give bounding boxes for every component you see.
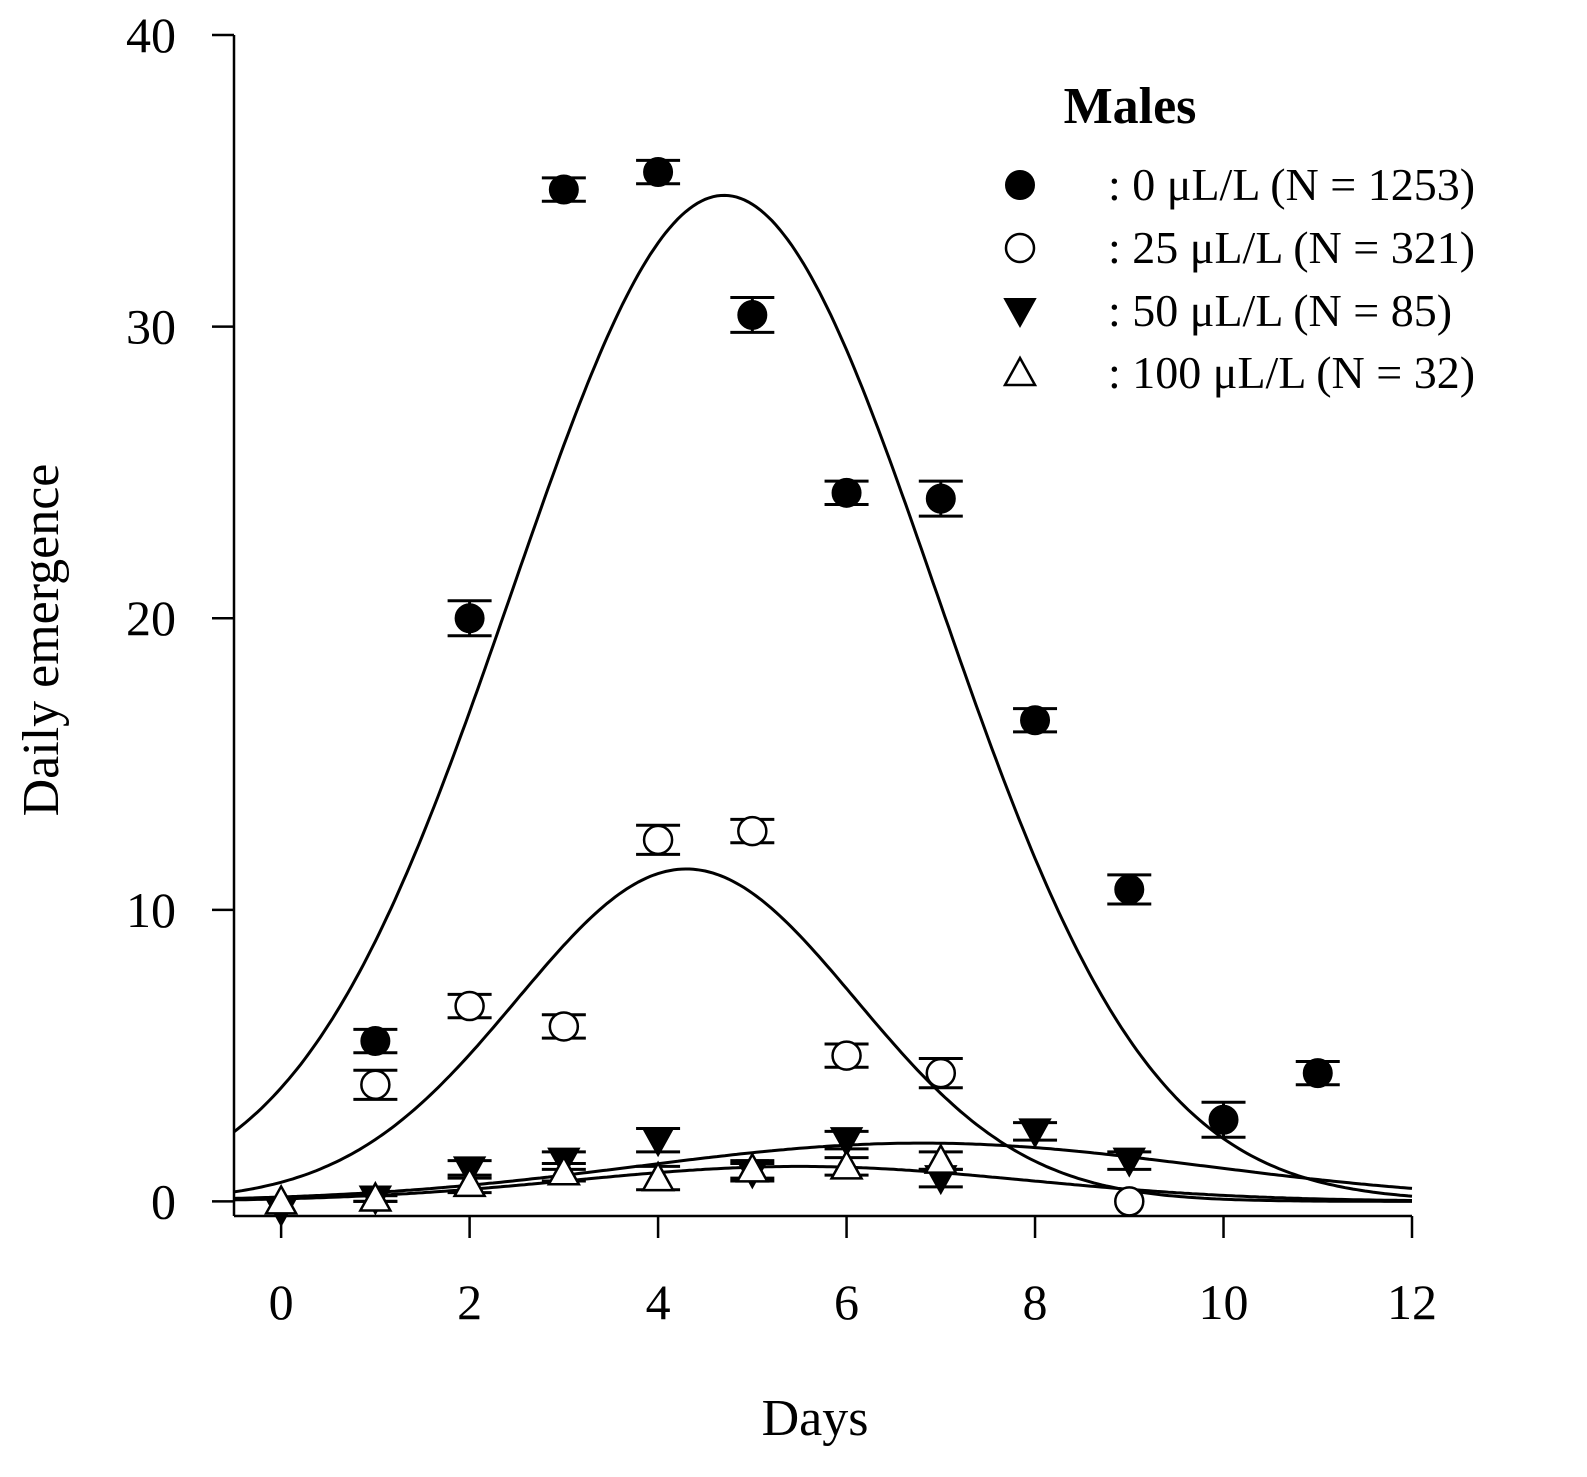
legend-title: Males: [1064, 78, 1197, 135]
x-axis-title: Days: [762, 1390, 869, 1447]
x-tick-label: 10: [1199, 1274, 1249, 1330]
data-point: [1208, 1104, 1239, 1135]
legend: Males : 0 μL/L (N = 1253) : 25 μL/L (N =…: [1002, 78, 1475, 398]
data-point: [548, 174, 579, 205]
y-tick-label: 10: [126, 882, 176, 938]
axes: 0 10 20 30 40 0 2 4 6 8 10 12: [126, 7, 1437, 1330]
fit-curves: [233, 193, 1413, 1203]
data-point: [1020, 705, 1051, 736]
data-point: [925, 483, 956, 514]
data-point: [548, 1011, 580, 1042]
data-point: [641, 1127, 675, 1158]
data-points: [263, 157, 1340, 1228]
data-point: [1114, 874, 1145, 905]
data-point: [737, 299, 768, 330]
data-point: [1302, 1058, 1333, 1089]
fit-curve: [233, 867, 1412, 1203]
legend-markers: [1002, 170, 1038, 387]
legend-marker: [1004, 232, 1036, 264]
data-point: [360, 1069, 391, 1101]
fit-curve: [233, 1164, 1412, 1202]
data-point: [640, 1160, 676, 1192]
data-point: [454, 603, 485, 634]
y-tick-label: 40: [126, 7, 176, 63]
data-point: [643, 157, 674, 188]
data-point: [829, 1148, 864, 1180]
x-tick-label: 6: [834, 1274, 859, 1330]
data-point: [642, 824, 674, 856]
legend-label-50ul: : 50 μL/L (N = 85): [1108, 285, 1452, 336]
data-point: [735, 1151, 770, 1183]
fit-curve: [233, 193, 1413, 1198]
data-point: [831, 1040, 862, 1071]
data-point: [829, 1127, 864, 1158]
y-tick-label: 0: [151, 1173, 176, 1229]
legend-marker: [1005, 170, 1035, 200]
y-axis-title: Daily emergence: [13, 464, 70, 817]
data-point: [360, 1026, 391, 1057]
data-point: [923, 1143, 958, 1174]
legend-label-100ul: : 100 μL/L (N = 32): [1108, 347, 1475, 398]
data-point: [737, 815, 768, 847]
data-point: [1112, 1147, 1146, 1178]
data-point: [831, 477, 862, 508]
legend-marker: [1002, 355, 1038, 387]
y-tick-label: 20: [126, 590, 176, 646]
data-point: [1018, 1118, 1052, 1149]
data-point: [358, 1180, 393, 1212]
x-tick-label: 8: [1023, 1274, 1048, 1330]
data-point: [925, 1057, 957, 1089]
legend-label-25ul: : 25 μL/L (N = 321): [1108, 222, 1475, 273]
x-tick-label: 0: [269, 1274, 294, 1330]
data-point: [1114, 1186, 1145, 1217]
y-tick-label: 30: [126, 299, 176, 355]
legend-label-0ul: : 0 μL/L (N = 1253): [1108, 159, 1475, 210]
x-tick-label: 2: [457, 1274, 482, 1330]
data-point: [546, 1154, 581, 1186]
data-point: [263, 1183, 299, 1215]
legend-marker: [1003, 298, 1037, 329]
x-tick-label: 4: [646, 1274, 671, 1330]
x-tick-label: 12: [1387, 1274, 1437, 1330]
fit-curve: [233, 1141, 1413, 1200]
data-point: [454, 990, 485, 1022]
data-point: [452, 1166, 487, 1198]
